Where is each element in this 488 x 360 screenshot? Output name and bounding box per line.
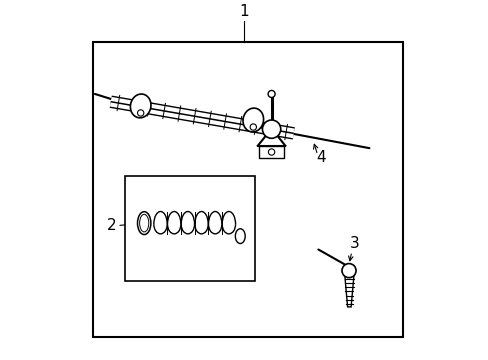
Ellipse shape	[235, 229, 244, 243]
Circle shape	[268, 149, 274, 155]
Ellipse shape	[130, 94, 151, 118]
Circle shape	[250, 124, 256, 130]
Text: 1: 1	[239, 4, 249, 19]
Bar	[259, 146, 284, 158]
Ellipse shape	[140, 214, 148, 232]
Ellipse shape	[137, 212, 151, 235]
Text: 2: 2	[106, 218, 116, 233]
Circle shape	[267, 90, 275, 98]
Bar	[93, 42, 402, 337]
Text: 3: 3	[349, 236, 359, 251]
Text: 4: 4	[316, 150, 325, 165]
Ellipse shape	[243, 108, 263, 132]
Bar	[124, 176, 255, 281]
Circle shape	[137, 110, 143, 116]
Circle shape	[341, 264, 355, 278]
Polygon shape	[344, 275, 353, 307]
Circle shape	[262, 120, 280, 138]
